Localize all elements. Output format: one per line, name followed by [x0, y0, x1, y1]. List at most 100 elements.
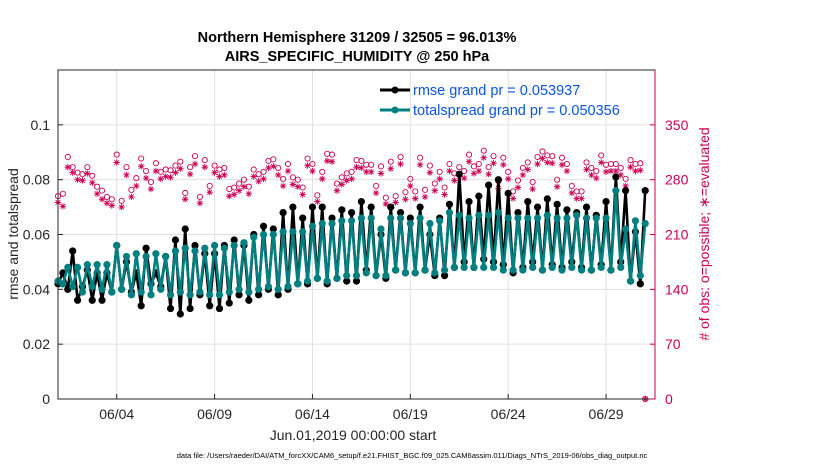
totalspread-point	[235, 285, 243, 293]
totalspread-point	[406, 219, 414, 228]
rmse-point	[504, 189, 512, 197]
obs-evaluated-point	[372, 189, 380, 197]
obs-possible-point	[206, 182, 213, 189]
obs-evaluated-point	[431, 187, 438, 194]
obs-evaluated-point	[549, 160, 556, 167]
totalspread-point	[279, 228, 287, 236]
obs-possible-point	[563, 160, 570, 168]
right-tick-label: 70	[665, 336, 681, 352]
obs-evaluated-point	[275, 171, 282, 179]
totalspread-point	[78, 288, 87, 296]
y-axis-label: rmse and totalspread	[5, 168, 21, 300]
totalspread-point	[553, 214, 561, 222]
obs-evaluated-point	[529, 185, 536, 193]
obs-evaluated-point	[323, 157, 331, 165]
obs-possible-point	[333, 180, 340, 187]
obs-evaluated-point	[451, 177, 458, 184]
obs-possible-point	[480, 147, 487, 154]
obs-possible-point	[108, 196, 115, 203]
totalspread-point	[215, 291, 224, 299]
rmse-point	[142, 244, 150, 252]
totalspread-point	[641, 219, 649, 228]
right-tick-label: 210	[665, 227, 689, 243]
obs-possible-point	[549, 153, 556, 160]
obs-possible-point	[456, 164, 463, 171]
totalspread-point	[421, 266, 429, 274]
totalspread-point	[289, 228, 297, 236]
obs-evaluated-point	[230, 191, 238, 198]
obs-evaluated-point	[593, 174, 600, 182]
obs-evaluated-point	[504, 175, 512, 183]
rmse-point	[73, 296, 82, 304]
obs-possible-point	[568, 182, 575, 189]
totalspread-point	[475, 211, 483, 219]
obs-possible-point	[191, 153, 199, 160]
rmse-point	[181, 225, 189, 233]
obs-evaluated-point	[103, 199, 111, 207]
obs-evaluated-point	[485, 170, 492, 178]
rmse-point	[328, 214, 336, 222]
obs-possible-point	[461, 167, 468, 175]
obs-possible-point	[89, 172, 96, 179]
obs-possible-point	[622, 175, 629, 182]
rmse-point	[166, 304, 175, 313]
totalspread-point	[597, 263, 605, 271]
rmse-point	[274, 291, 282, 299]
totalspread-point	[470, 263, 478, 271]
totalspread-point	[357, 214, 365, 222]
obs-evaluated-point	[84, 170, 91, 177]
rmse-point	[406, 214, 414, 222]
totalspread-point	[436, 217, 444, 225]
obs-evaluated-point	[446, 167, 453, 175]
obs-evaluated-point	[113, 159, 120, 166]
obs-evaluated-point	[627, 163, 634, 171]
rmse-point	[235, 291, 243, 299]
obs-possible-point	[123, 164, 130, 171]
obs-evaluated-point	[69, 169, 76, 176]
obs-possible-point	[133, 175, 140, 182]
rmse-point	[269, 225, 277, 233]
obs-possible-point	[612, 160, 619, 168]
totalspread-point	[313, 274, 321, 282]
totalspread-point	[181, 244, 189, 252]
rmse-point	[206, 302, 214, 310]
obs-possible-point	[637, 160, 644, 167]
obs-evaluated-point	[196, 199, 204, 207]
rmse-point	[171, 236, 180, 244]
totalspread-point	[250, 233, 258, 241]
totalspread-point	[333, 274, 341, 282]
y-tick-label: 0.08	[23, 172, 50, 188]
obs-evaluated-point	[637, 167, 644, 174]
obs-evaluated-point	[622, 182, 629, 190]
totalspread-point	[230, 241, 238, 250]
obs-possible-point	[500, 154, 507, 161]
obs-evaluated-point	[128, 193, 135, 201]
legend: rmse grand pr = 0.053937 totalspread gra…	[380, 83, 620, 119]
obs-possible-point	[157, 168, 164, 175]
obs-possible-point	[558, 154, 566, 161]
totalspread-point	[416, 214, 424, 222]
obs-evaluated-point	[558, 161, 566, 168]
obs-evaluated-point	[182, 196, 189, 203]
chart-subtitle: AIRS_SPECIFIC_HUMIDITY @ 250 hPa	[225, 49, 490, 65]
obs-evaluated-point	[221, 171, 228, 179]
obs-evaluated-point	[279, 182, 287, 190]
obs-evaluated-point	[416, 161, 424, 168]
obs-evaluated-point	[289, 181, 297, 188]
totalspread-point	[485, 211, 493, 219]
obs-evaluated-point	[568, 189, 576, 197]
obs-evaluated-point	[382, 200, 390, 208]
totalspread-point	[318, 219, 326, 228]
obs-possible-point	[275, 164, 282, 171]
x-tick-label: 06/29	[589, 406, 624, 422]
x-tick-label: 06/14	[295, 406, 330, 422]
obs-evaluated-point	[358, 164, 365, 172]
obs-evaluated-point	[333, 187, 341, 194]
obs-possible-point	[407, 175, 414, 182]
obs-evaluated-point	[617, 171, 624, 179]
totalspread-point	[264, 282, 273, 291]
obs-possible-point	[289, 174, 296, 181]
obs-possible-point	[387, 158, 394, 165]
obs-possible-point	[309, 160, 316, 168]
